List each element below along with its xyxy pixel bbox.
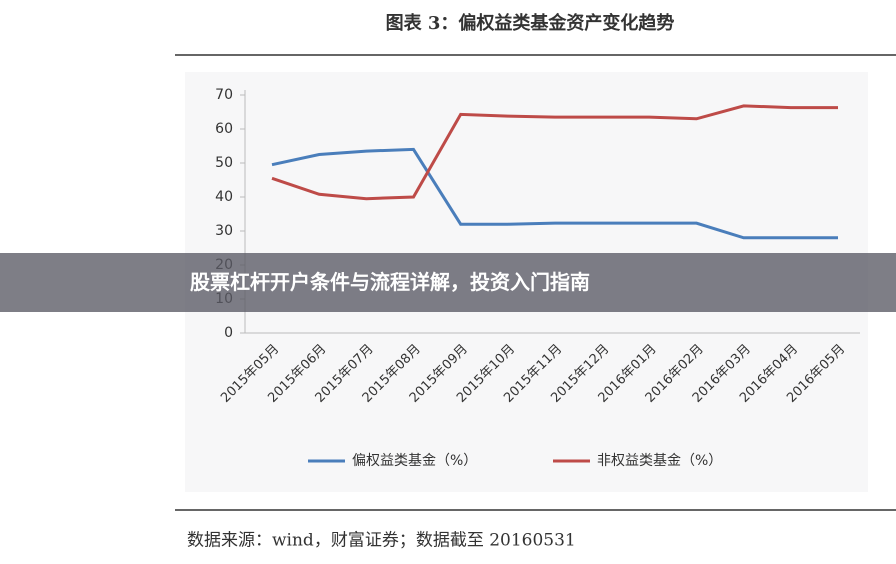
source-note: 数据来源：wind，财富证券；数据截至 20160531: [187, 531, 576, 551]
y-tick-label: 0: [224, 325, 233, 341]
y-tick-label: 70: [215, 87, 233, 103]
legend-label: 非权益类基金（%）: [597, 452, 722, 469]
y-tick-label: 50: [215, 155, 233, 171]
y-tick-label: 30: [215, 223, 233, 239]
series-line: [271, 104, 838, 201]
chart-title: 图表 3：偏权益类基金资产变化趋势: [386, 12, 675, 34]
y-tick-label: 60: [215, 121, 233, 137]
banner: 股票杠杆开户条件与流程详解，投资入门指南: [0, 253, 896, 312]
series-line: [271, 147, 838, 240]
y-tick-label: 40: [215, 189, 233, 205]
legend-label: 偏权益类基金（%）: [352, 452, 477, 469]
